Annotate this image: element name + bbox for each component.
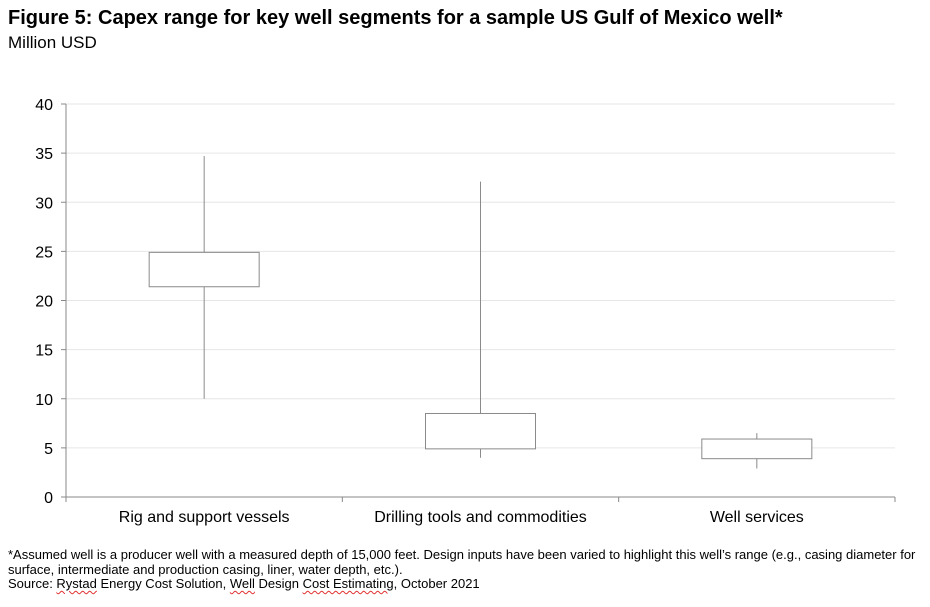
y-tick-label: 30 xyxy=(35,195,53,212)
box-body xyxy=(701,438,813,460)
source-note: Source: Rystad Energy Cost Solution, Wel… xyxy=(8,576,480,591)
chart-title: Figure 5: Capex range for key well segme… xyxy=(8,7,783,29)
source-tool-middle: Design xyxy=(254,576,303,591)
boxes xyxy=(148,156,813,469)
y-tick-label: 40 xyxy=(35,97,53,114)
footnote: *Assumed well is a producer well with a … xyxy=(8,547,916,577)
source-prefix: Source: xyxy=(8,576,57,591)
chart-subtitle: Million USD xyxy=(8,33,97,52)
source-date: , October 2021 xyxy=(393,576,480,591)
box-plot-chart: 0 5 10 15 20 25 30 35 40 Rig and support vessels D… xyxy=(35,97,896,526)
y-tick-label: 35 xyxy=(35,146,53,163)
box-0 xyxy=(148,156,260,399)
axes xyxy=(61,103,896,502)
y-tick-label: 10 xyxy=(35,392,53,409)
y-tick-label: 25 xyxy=(35,244,53,261)
x-category-label: Rig and support vessels xyxy=(119,509,290,526)
source-tool-spellcheck-2: Cost Estimating xyxy=(302,576,394,591)
tick-labels: 0 5 10 15 20 25 30 35 40 Rig and support vessels D… xyxy=(35,97,804,526)
box-1 xyxy=(425,181,536,458)
box-body xyxy=(425,412,536,450)
box-body xyxy=(148,251,260,288)
source-tool-spellcheck-1: Well xyxy=(229,576,255,591)
y-tick-label: 20 xyxy=(35,294,53,311)
y-tick-label: 5 xyxy=(44,441,53,458)
source-publisher-spellcheck: Rystad xyxy=(56,576,97,591)
y-tick-label: 15 xyxy=(35,343,53,360)
y-tick-label: 0 xyxy=(44,490,53,507)
box-2 xyxy=(701,433,813,469)
source-publisher-rest: Energy Cost Solution, xyxy=(96,576,230,591)
x-category-label: Well services xyxy=(710,509,804,526)
x-category-label: Drilling tools and commodities xyxy=(374,509,587,526)
